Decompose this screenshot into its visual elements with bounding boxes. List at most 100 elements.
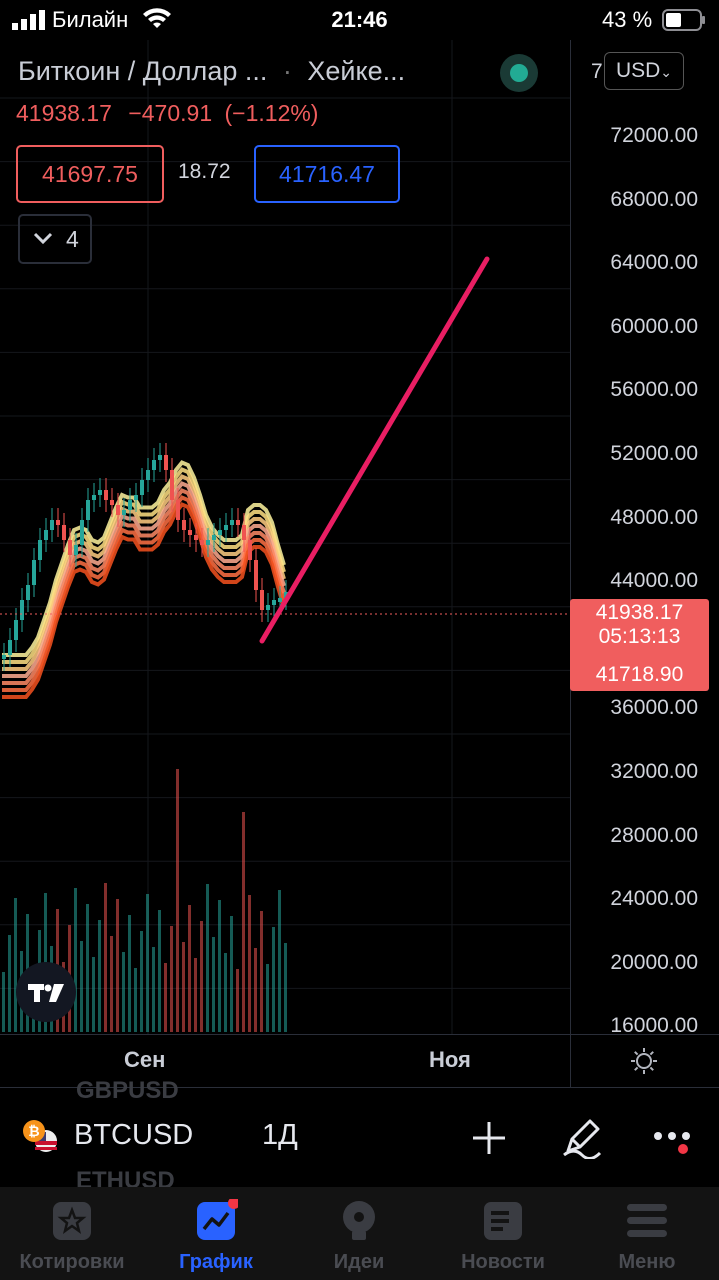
nav-quotes[interactable]: Котировки: [0, 1187, 144, 1280]
currency-selector[interactable]: USD⌄: [604, 52, 684, 90]
volume-bar: [242, 812, 245, 1032]
volume-bar: [152, 947, 155, 1032]
bar-countdown: 05:13:13: [598, 625, 681, 648]
indicators-count: 4: [66, 226, 79, 252]
price-axis-label: 72000.00: [610, 124, 698, 147]
candle-body: [200, 540, 204, 545]
candle-body: [146, 470, 150, 480]
candle-body: [2, 655, 6, 659]
volume-bar: [8, 935, 11, 1032]
candle-body: [68, 540, 72, 555]
nav-label: Идеи: [333, 1251, 385, 1273]
candle-body: [20, 600, 24, 620]
buy-button[interactable]: 41716.47: [254, 145, 400, 203]
moving-average-line: [2, 502, 286, 699]
svg-text:₿: ₿: [28, 1124, 39, 1140]
volume-bar: [128, 915, 131, 1032]
volume-bar: [284, 943, 287, 1032]
price-axis-label: 24000.00: [610, 887, 698, 911]
axis-divider: [570, 1035, 571, 1087]
volume-bar: [110, 936, 113, 1032]
volume-bar: [218, 900, 221, 1032]
chart-icon: [197, 1199, 238, 1240]
trend-line-drawing[interactable]: [259, 256, 490, 644]
notification-dot: [228, 1199, 238, 1209]
nav-menu[interactable]: Меню: [575, 1187, 719, 1280]
volume-bar: [134, 968, 137, 1032]
signal-icon: [12, 10, 45, 30]
second-price-tag: 41718.90: [570, 659, 709, 691]
wifi-icon: [143, 8, 171, 28]
candle-body: [248, 540, 252, 560]
candle-body: [44, 530, 48, 540]
news-icon: [484, 1202, 522, 1240]
volume-bar: [254, 948, 257, 1032]
price-axis-label: 48000.00: [610, 505, 698, 529]
market-status-icon[interactable]: [500, 54, 538, 92]
tradingview-logo[interactable]: [16, 962, 76, 1022]
candle-body: [188, 530, 192, 535]
more-options-icon[interactable]: [652, 1129, 692, 1155]
candle-body: [164, 455, 168, 470]
candle-body: [170, 470, 174, 500]
candle-body: [152, 460, 156, 470]
candle-body: [212, 535, 216, 540]
volume-bar: [116, 899, 119, 1032]
symbol-picker-prev[interactable]: GBPUSD: [76, 1077, 179, 1104]
candle-body: [176, 500, 180, 520]
status-bar: Билайн 21:46 43 %: [0, 0, 719, 40]
drawing-pen-icon[interactable]: [560, 1115, 604, 1159]
tradingview-logo-icon: [28, 984, 64, 1002]
sell-button[interactable]: 41697.75: [16, 145, 164, 203]
nav-news[interactable]: Новости: [431, 1187, 575, 1280]
time-label-sep: Сен: [124, 1047, 166, 1072]
symbol-title[interactable]: Биткоин / Доллар ... · Хейке...: [18, 56, 406, 86]
candle-body: [74, 545, 78, 555]
lightbulb-icon: [343, 1201, 375, 1240]
volume-bar: [182, 942, 185, 1032]
price-change-percent: (−1.12%): [224, 100, 319, 126]
nav-label: Меню: [618, 1251, 676, 1273]
price-tag-value: 41938.17: [595, 601, 684, 624]
nav-label: Котировки: [19, 1251, 125, 1273]
candle-body: [272, 600, 276, 605]
last-price: 41938.17: [16, 100, 112, 126]
price-axis[interactable]: 7 72000.00 68000.00 64000.00 60000.00 56000.…: [570, 40, 719, 1037]
price-axis-label: 52000.00: [610, 442, 698, 465]
add-icon[interactable]: [470, 1119, 508, 1157]
chevron-down-icon: [33, 232, 53, 245]
moving-average-line: [2, 488, 286, 685]
time-label-nov: Ноя: [429, 1047, 471, 1072]
candle-body: [38, 540, 42, 560]
candle-body: [242, 525, 246, 540]
moving-average-line: [2, 481, 286, 678]
indicators-toggle[interactable]: 4: [18, 214, 92, 264]
price-axis-label: 36000.00: [610, 696, 698, 720]
time-axis[interactable]: Сен Ноя: [0, 1034, 719, 1088]
volume-bar: [158, 910, 161, 1032]
volume-bar: [86, 904, 89, 1032]
candle-body: [80, 520, 84, 545]
menu-icon: [627, 1204, 667, 1237]
candle-body: [14, 620, 18, 640]
nav-label: График: [179, 1251, 253, 1273]
interval-selector[interactable]: 1Д: [262, 1119, 298, 1151]
last-price-tag: 41938.17 05:13:13: [570, 599, 709, 661]
volume-bar: [14, 898, 17, 1032]
nav-ideas[interactable]: Идеи: [287, 1187, 431, 1280]
candle-body: [8, 640, 12, 655]
nav-chart[interactable]: График: [144, 1187, 288, 1280]
nav-label: Новости: [461, 1251, 545, 1273]
candle-body: [86, 500, 90, 520]
symbol-selector[interactable]: BTCUSD: [74, 1119, 194, 1151]
candle-body: [230, 520, 234, 525]
volume-bar: [278, 890, 281, 1032]
candle-body: [56, 520, 60, 525]
chart-settings-icon[interactable]: [630, 1047, 658, 1075]
candle-body: [140, 480, 144, 495]
spread-value: 18.72: [178, 160, 231, 183]
candle-body: [110, 500, 114, 505]
symbol-description: Биткоин / Доллар ...: [18, 56, 268, 86]
candle-body: [194, 535, 198, 540]
volume-bar: [98, 920, 101, 1032]
